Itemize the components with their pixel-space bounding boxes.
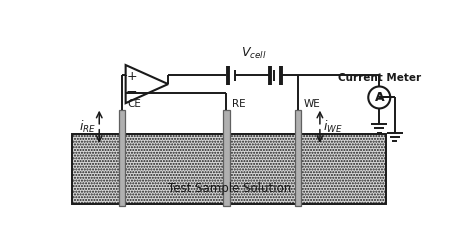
Text: Current Meter: Current Meter: [337, 73, 421, 83]
Text: A: A: [374, 91, 384, 104]
Text: WE: WE: [303, 99, 320, 109]
Circle shape: [368, 86, 390, 109]
Text: +: +: [126, 69, 137, 83]
Bar: [223, 110, 230, 206]
Bar: [118, 110, 125, 206]
Text: CE: CE: [128, 99, 141, 109]
Text: $i_{RE}$: $i_{RE}$: [79, 119, 96, 135]
Text: RE: RE: [232, 99, 246, 109]
Text: Test Sample Solution: Test Sample Solution: [167, 182, 291, 195]
Bar: [73, 134, 386, 204]
Text: $i_{WE}$: $i_{WE}$: [323, 119, 343, 135]
Text: −: −: [126, 85, 137, 99]
Text: $V_{cell}$: $V_{cell}$: [241, 46, 267, 61]
Bar: [295, 110, 301, 206]
